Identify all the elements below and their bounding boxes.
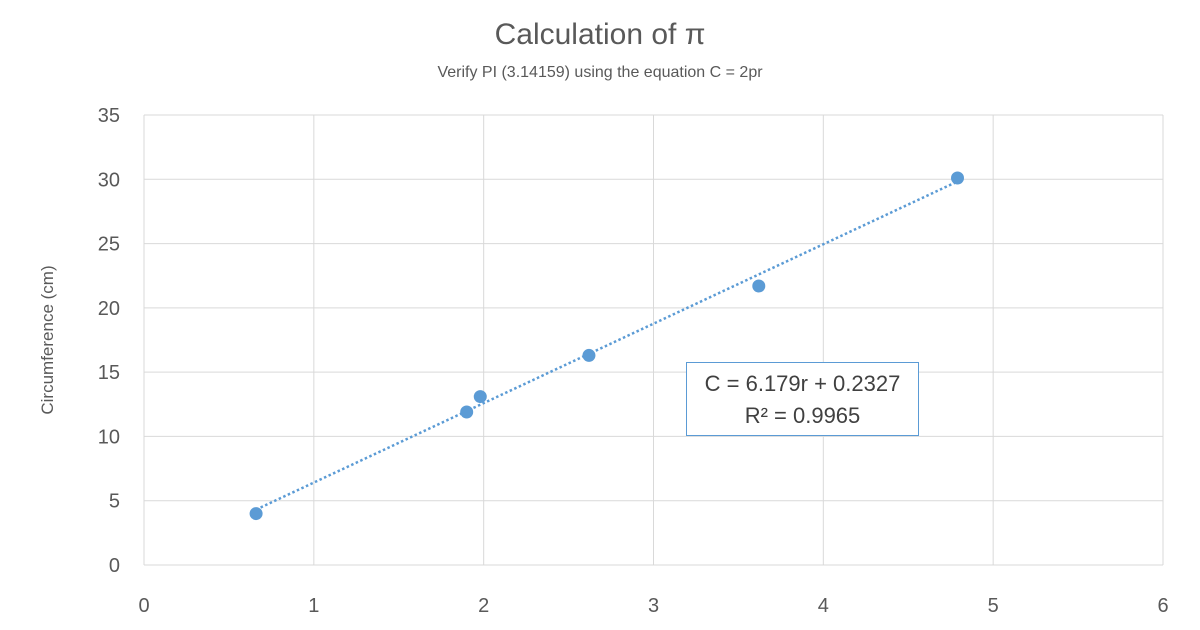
data-point <box>582 348 596 362</box>
data-point <box>473 390 487 404</box>
x-tick-label: 1 <box>308 595 319 617</box>
trendline <box>255 180 959 511</box>
r-squared: R² = 0.9965 <box>744 403 861 428</box>
chart-title: Calculation of π <box>494 18 706 51</box>
y-tick-label: 0 <box>109 555 120 577</box>
x-tick-label: 4 <box>818 595 829 617</box>
y-tick-label: 5 <box>109 491 120 513</box>
data-point <box>460 405 474 419</box>
y-tick-label: 25 <box>98 234 120 256</box>
trendline-equation-box: C = 6.179r + 0.2327 R² = 0.9965 <box>686 362 919 436</box>
x-tick-label: 2 <box>478 595 489 617</box>
data-point <box>951 171 965 185</box>
trendline-equation: C = 6.179r + 0.2327 <box>704 371 901 396</box>
x-tick-label: 6 <box>1157 595 1168 617</box>
data-point <box>752 279 766 293</box>
x-tick-label: 3 <box>648 595 659 617</box>
x-tick-label: 5 <box>988 595 999 617</box>
y-tick-label: 20 <box>98 298 120 320</box>
data-point <box>249 507 263 521</box>
y-tick-label: 15 <box>98 362 120 384</box>
y-tick-label: 10 <box>98 426 120 448</box>
x-tick-label: 0 <box>138 595 149 617</box>
y-tick-label: 35 <box>98 105 120 127</box>
y-tick-label: 30 <box>98 169 120 191</box>
chart-subtitle: Verify PI (3.14159) using the equation C… <box>437 64 763 81</box>
